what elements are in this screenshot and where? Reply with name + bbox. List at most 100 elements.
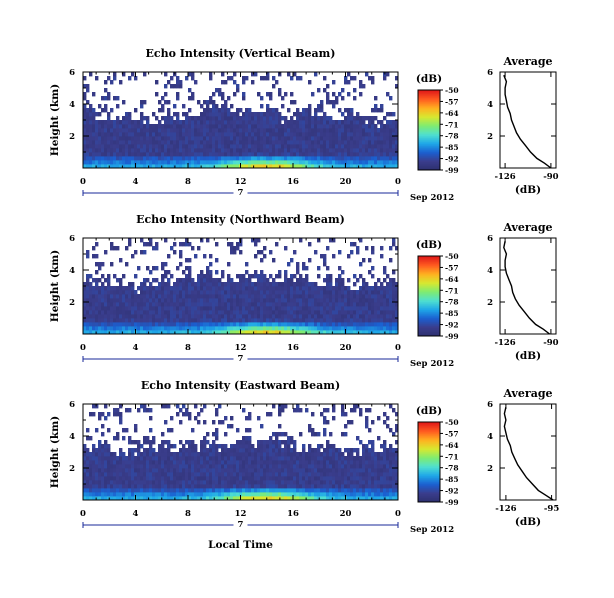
- heatmap-cell: [209, 318, 213, 323]
- heatmap-cell: [332, 310, 336, 315]
- heatmap-cell: [185, 128, 189, 133]
- heatmap-cell: [191, 460, 195, 465]
- heatmap-cell: [185, 330, 189, 335]
- heatmap-cell: [395, 282, 399, 287]
- heatmap-cell: [206, 460, 210, 465]
- heatmap-cell: [233, 152, 237, 157]
- heatmap-cell: [221, 492, 225, 497]
- heatmap-cell: [209, 100, 213, 105]
- heatmap-cell: [248, 456, 252, 461]
- heatmap-cell: [299, 460, 303, 465]
- heatmap-cell: [383, 302, 387, 307]
- heatmap-cell: [239, 452, 243, 457]
- heatmap-cell: [314, 452, 318, 457]
- heatmap-cell: [146, 286, 150, 291]
- heatmap-cell: [98, 112, 102, 117]
- heatmap-cell: [377, 164, 381, 169]
- heatmap-cell: [104, 286, 108, 291]
- heatmap-cell: [287, 136, 291, 141]
- heatmap-cell: [83, 124, 87, 129]
- heatmap-cell: [386, 128, 390, 133]
- heatmap-cell: [215, 164, 219, 169]
- heatmap-cell: [308, 148, 312, 153]
- heatmap-cell: [98, 152, 102, 157]
- heatmap-cell: [305, 282, 309, 287]
- heatmap-cell: [299, 452, 303, 457]
- heatmap-cell: [278, 314, 282, 319]
- heatmap-cell: [230, 104, 234, 109]
- heatmap-cell: [356, 278, 360, 283]
- heatmap-cell: [251, 164, 255, 169]
- colorbar-segment: [418, 142, 440, 145]
- heatmap-cell: [275, 120, 279, 125]
- heatmap-cell: [221, 156, 225, 161]
- heatmap-cell: [266, 444, 270, 449]
- heatmap-cell: [230, 460, 234, 465]
- heatmap-cell: [215, 330, 219, 335]
- heatmap-cell: [380, 104, 384, 109]
- heatmap-cell: [335, 306, 339, 311]
- heatmap-cell: [371, 124, 375, 129]
- heatmap-cell: [359, 120, 363, 125]
- heatmap-cell: [92, 444, 96, 449]
- heatmap-cell: [254, 140, 258, 145]
- heatmap-cell: [104, 464, 108, 469]
- heatmap-cell: [197, 412, 201, 417]
- heatmap-cell: [116, 318, 120, 323]
- heatmap-cell: [323, 318, 327, 323]
- heatmap-cell: [113, 472, 117, 477]
- heatmap-cell: [158, 322, 162, 327]
- heatmap-cell: [137, 132, 141, 137]
- heatmap-cell: [140, 100, 144, 105]
- heatmap-cell: [275, 432, 279, 437]
- heatmap-cell: [104, 250, 108, 255]
- heatmap-cell: [176, 136, 180, 141]
- heatmap-cell: [161, 330, 165, 335]
- heatmap-cell: [263, 448, 267, 453]
- heatmap-cell: [269, 160, 273, 165]
- heatmap-cell: [176, 294, 180, 299]
- heatmap-cell: [266, 460, 270, 465]
- heatmap-cell: [95, 322, 99, 327]
- heatmap-cell: [320, 314, 324, 319]
- heatmap-cell: [332, 148, 336, 153]
- heatmap-cell: [161, 262, 165, 267]
- heatmap-cell: [269, 128, 273, 133]
- heatmap-cell: [206, 492, 210, 497]
- heatmap-cell: [206, 160, 210, 165]
- heatmap-cell: [362, 152, 366, 157]
- heatmap-cell: [92, 156, 96, 161]
- heatmap-cell: [299, 488, 303, 493]
- heatmap-cell: [191, 326, 195, 331]
- heatmap-cell: [326, 330, 330, 335]
- heatmap-cell: [86, 286, 90, 291]
- heatmap-cell: [272, 148, 276, 153]
- heatmap-cell: [101, 322, 105, 327]
- heatmap-cell: [335, 456, 339, 461]
- heatmap-cell: [272, 132, 276, 137]
- heatmap-cell: [89, 318, 93, 323]
- heatmap-cell: [149, 408, 153, 413]
- heatmap-cell: [209, 468, 213, 473]
- heatmap-cell: [296, 262, 300, 267]
- heatmap-cell: [161, 404, 165, 409]
- heatmap-cell: [170, 152, 174, 157]
- heatmap-cell: [179, 322, 183, 327]
- heatmap-cell: [128, 496, 132, 501]
- heatmap-cell: [194, 306, 198, 311]
- heatmap-cell: [224, 148, 228, 153]
- heatmap-cell: [119, 258, 123, 263]
- heatmap-cell: [227, 456, 231, 461]
- heatmap-cell: [170, 416, 174, 421]
- heatmap-cell: [269, 468, 273, 473]
- heatmap-cell: [95, 464, 99, 469]
- heatmap-cell: [209, 270, 213, 275]
- heatmap-cell: [251, 140, 255, 145]
- heatmap-cell: [278, 112, 282, 117]
- heatmap-cell: [365, 144, 369, 149]
- heatmap-cell: [233, 282, 237, 287]
- heatmap-cell: [188, 460, 192, 465]
- heatmap-cell: [143, 436, 147, 441]
- heatmap-cell: [155, 468, 159, 473]
- heatmap-cell: [107, 326, 111, 331]
